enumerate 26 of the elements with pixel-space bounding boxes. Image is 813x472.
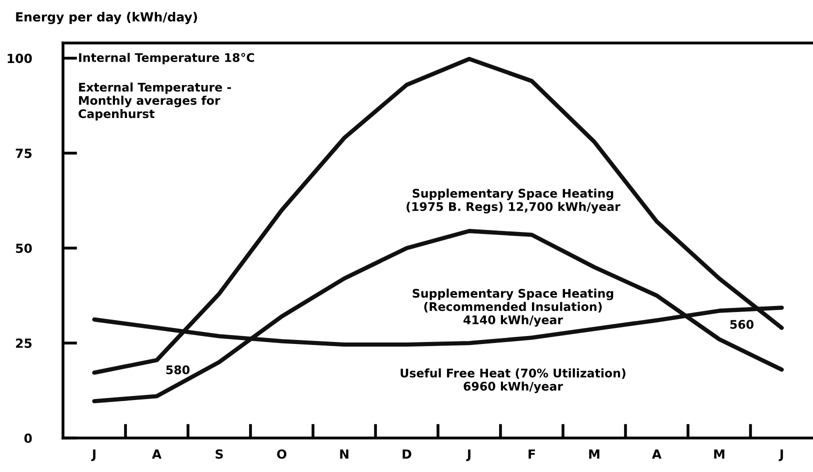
x-tick-label: O (277, 449, 286, 459)
annotation: 580 (166, 365, 190, 374)
x-tick-label: M (714, 449, 724, 459)
annotation: Useful Free Heat (70% Utilization) 6960 kWh/year (400, 368, 626, 394)
x-tick-label: S (216, 449, 223, 459)
y-tick-label: 25 (16, 338, 32, 348)
annotation: External Temperature - Monthly averages for Capenhurst (78, 82, 231, 120)
y-axis-title: Energy per day (kWh/day) (16, 12, 198, 24)
x-tick-label: F (528, 449, 535, 459)
x-tick-label: J (466, 449, 470, 462)
annotation: Internal Temperature 18°C (79, 52, 254, 64)
annotation: Supplementary Space Heating (Recommended Insulation) 4140 kWh/year (412, 288, 614, 327)
line-series (92, 228, 784, 404)
annotation: Supplementary Space Heating (1975 B. Regs) 12,700 kWh/year (406, 188, 620, 214)
x-tick-label: M (589, 449, 600, 459)
y-tick-label: 0 (24, 433, 32, 443)
y-tick-label: 50 (16, 244, 32, 254)
x-tick-label: J (91, 449, 96, 462)
x-tick-label: A (152, 449, 162, 459)
y-tick-label: 75 (16, 148, 32, 158)
x-tick-label: A (652, 449, 662, 459)
x-tick-label: J (778, 449, 783, 462)
y-tick-label: 100 (8, 54, 32, 64)
x-tick-label: D (402, 449, 412, 459)
annotation: 560 (730, 320, 754, 329)
x-tick-label: N (340, 449, 348, 459)
